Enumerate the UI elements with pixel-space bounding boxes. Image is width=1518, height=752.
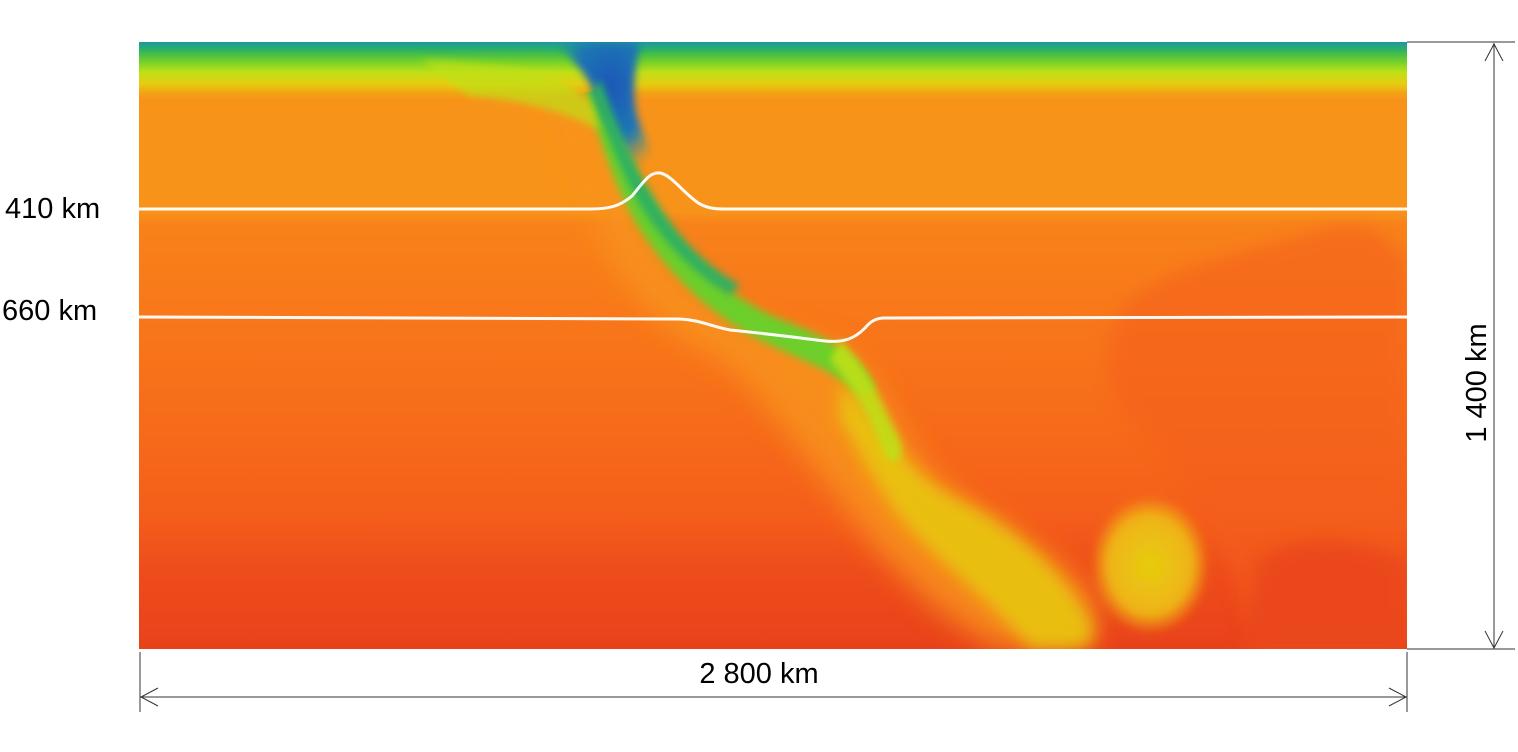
left-plate-bend [420,60,600,130]
depth-arrowhead-top [1484,42,1504,62]
width-arrowhead-left [139,687,159,707]
label-410-km: 410 km [5,193,100,225]
discontinuity-410 [139,171,1407,211]
discontinuity-660 [139,315,1407,343]
width-arrowhead-right [1388,687,1408,707]
label-depth: 1 400 km [1461,323,1493,442]
surface-cold-layer [139,42,1407,100]
slab-tail [830,340,902,463]
slab-core-teal [592,80,740,295]
depth-arrowhead-bottom [1484,630,1504,650]
temperature-field [139,42,1407,649]
dimension-width [139,652,1408,712]
label-width: 2 800 km [699,658,818,690]
right-deep-patch [1240,541,1407,649]
deep-plume-blob [1090,495,1210,635]
slab-lower-yellow [840,380,1094,649]
label-660-km: 660 km [2,295,97,327]
dimension-depth [1407,41,1515,650]
